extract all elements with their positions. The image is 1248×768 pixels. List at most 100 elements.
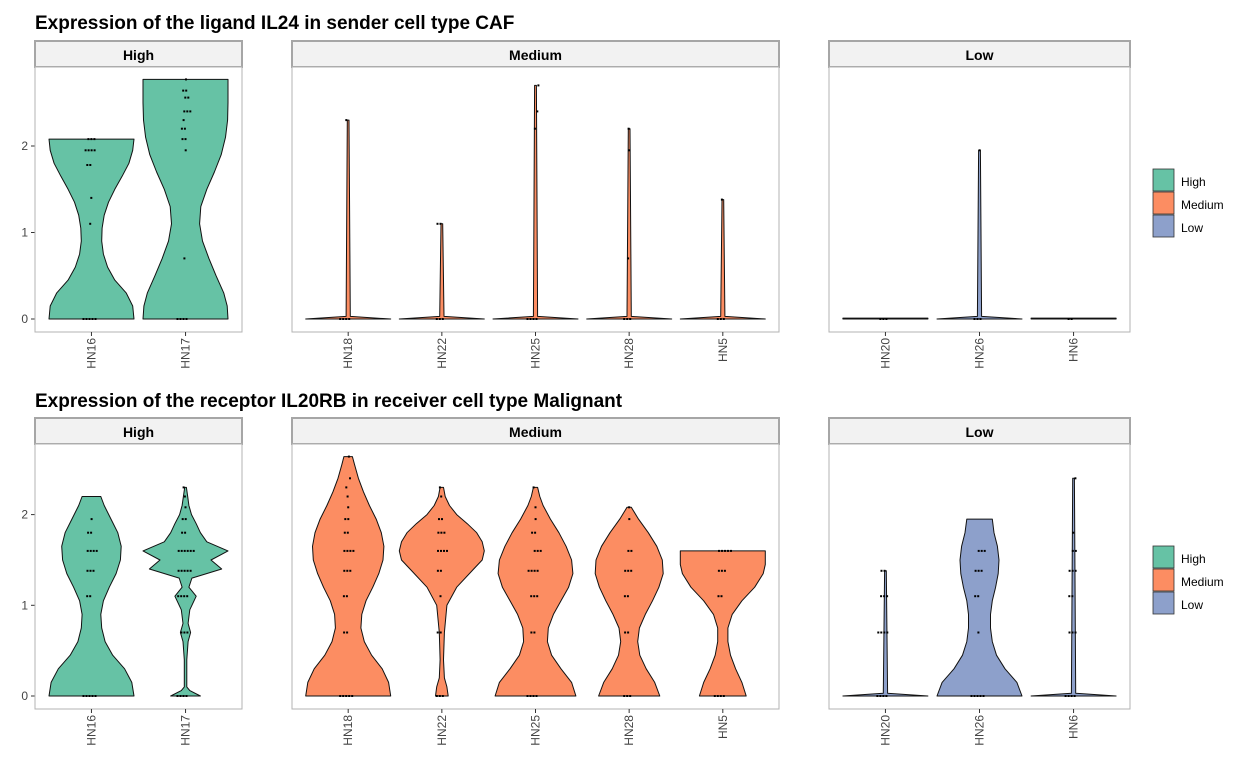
- cell-point: [348, 695, 351, 697]
- cell-point: [529, 318, 532, 320]
- violin-body: [936, 518, 1023, 697]
- y-tick-label: 2: [21, 139, 28, 153]
- cell-point: [343, 569, 346, 572]
- cell-point: [719, 695, 722, 697]
- cell-point: [435, 695, 438, 697]
- x-tick-label: HN25: [529, 338, 543, 369]
- cell-point: [179, 318, 182, 320]
- cell-point: [92, 569, 95, 572]
- cell-point: [720, 198, 723, 201]
- facet-panel-low: Low HN20 HN26 HN6: [828, 40, 1131, 369]
- receptor-expression-plot: Expression of the receptor IL20RB in rec…: [21, 391, 1131, 746]
- cell-point: [435, 318, 438, 320]
- cell-point: [532, 486, 535, 489]
- cell-point: [347, 506, 350, 509]
- x-tick-label: HN5: [716, 715, 730, 739]
- cell-point: [439, 595, 442, 598]
- cell-point: [1067, 318, 1070, 320]
- cell-point: [342, 318, 345, 320]
- violin-body: [305, 456, 392, 697]
- cell-point: [627, 569, 630, 572]
- cell-point: [882, 695, 885, 697]
- cell-point: [527, 569, 530, 572]
- cell-point: [886, 595, 889, 598]
- cell-point: [626, 695, 629, 697]
- cell-point: [534, 518, 537, 521]
- cell-point: [626, 318, 629, 320]
- facet-strip: [34, 417, 243, 445]
- cell-point: [186, 549, 189, 552]
- cell-point: [180, 595, 183, 598]
- cell-point: [440, 549, 442, 552]
- cell-point: [177, 549, 180, 552]
- cell-point: [979, 318, 982, 320]
- cell-point: [534, 531, 537, 534]
- cell-point: [977, 631, 980, 634]
- cell-point: [180, 549, 183, 552]
- violin-hn25: HN25: [494, 486, 577, 746]
- cell-point: [346, 531, 349, 534]
- cell-point: [438, 318, 441, 320]
- legend-key-medium: [1152, 191, 1175, 215]
- cell-point: [84, 149, 87, 152]
- cell-point: [885, 695, 888, 697]
- cell-point: [880, 595, 883, 598]
- cell-point: [342, 695, 345, 697]
- cell-point: [90, 196, 93, 199]
- cell-point: [347, 518, 350, 521]
- legend-key-low: [1152, 214, 1175, 238]
- facet-strip-label: High: [123, 424, 154, 440]
- cell-point: [180, 569, 183, 572]
- cell-point: [535, 318, 538, 320]
- cell-point: [184, 138, 187, 141]
- cell-point: [182, 695, 185, 697]
- cell-point: [730, 549, 732, 552]
- cell-point: [1071, 569, 1074, 572]
- violin-body: [492, 84, 579, 320]
- violin-hn22: HN22: [398, 486, 485, 746]
- cell-point: [720, 595, 723, 598]
- legend-label-low: Low: [1181, 598, 1203, 612]
- cell-point: [183, 495, 186, 498]
- facet-strip-label: Medium: [509, 424, 562, 440]
- violin-hn28: HN28: [594, 506, 664, 746]
- y-tick-label: 2: [21, 508, 28, 522]
- cell-point: [533, 127, 536, 130]
- cell-point: [443, 531, 446, 534]
- x-tick-label: HN26: [973, 715, 987, 746]
- cell-point: [90, 138, 93, 141]
- cell-point: [91, 695, 94, 697]
- cell-point: [623, 595, 626, 598]
- legend-key-low: [1152, 591, 1175, 615]
- cell-point: [880, 569, 883, 572]
- facet-panel-medium: Medium HN18 HN22 HN25 HN28 HN5: [291, 417, 780, 746]
- cell-point: [183, 569, 186, 572]
- cell-point: [977, 595, 980, 598]
- cell-point: [186, 631, 189, 634]
- cell-point: [349, 569, 352, 572]
- violin-hn28: HN28: [586, 127, 673, 369]
- cell-point: [536, 595, 539, 598]
- x-tick-label: HN28: [622, 338, 636, 369]
- cell-point: [441, 518, 443, 521]
- cell-point: [184, 506, 187, 509]
- x-tick-label: HN17: [179, 715, 193, 746]
- cell-point: [980, 569, 983, 572]
- cell-point: [880, 631, 883, 634]
- cell-point: [349, 477, 351, 480]
- x-tick-label: HN17: [179, 338, 193, 369]
- cell-point: [722, 318, 725, 320]
- cell-point: [93, 149, 96, 152]
- cell-point: [176, 695, 179, 697]
- cell-point: [86, 549, 89, 552]
- cell-point: [883, 595, 886, 598]
- cell-point: [629, 318, 632, 320]
- cell-point: [443, 549, 445, 552]
- legend-label-high: High: [1181, 552, 1206, 566]
- legend: High Medium Low: [1152, 545, 1224, 615]
- cell-point: [94, 318, 97, 320]
- cell-point: [974, 569, 977, 572]
- violin-body: [142, 486, 229, 697]
- cell-point: [192, 549, 195, 552]
- x-tick-label: HN22: [435, 338, 449, 369]
